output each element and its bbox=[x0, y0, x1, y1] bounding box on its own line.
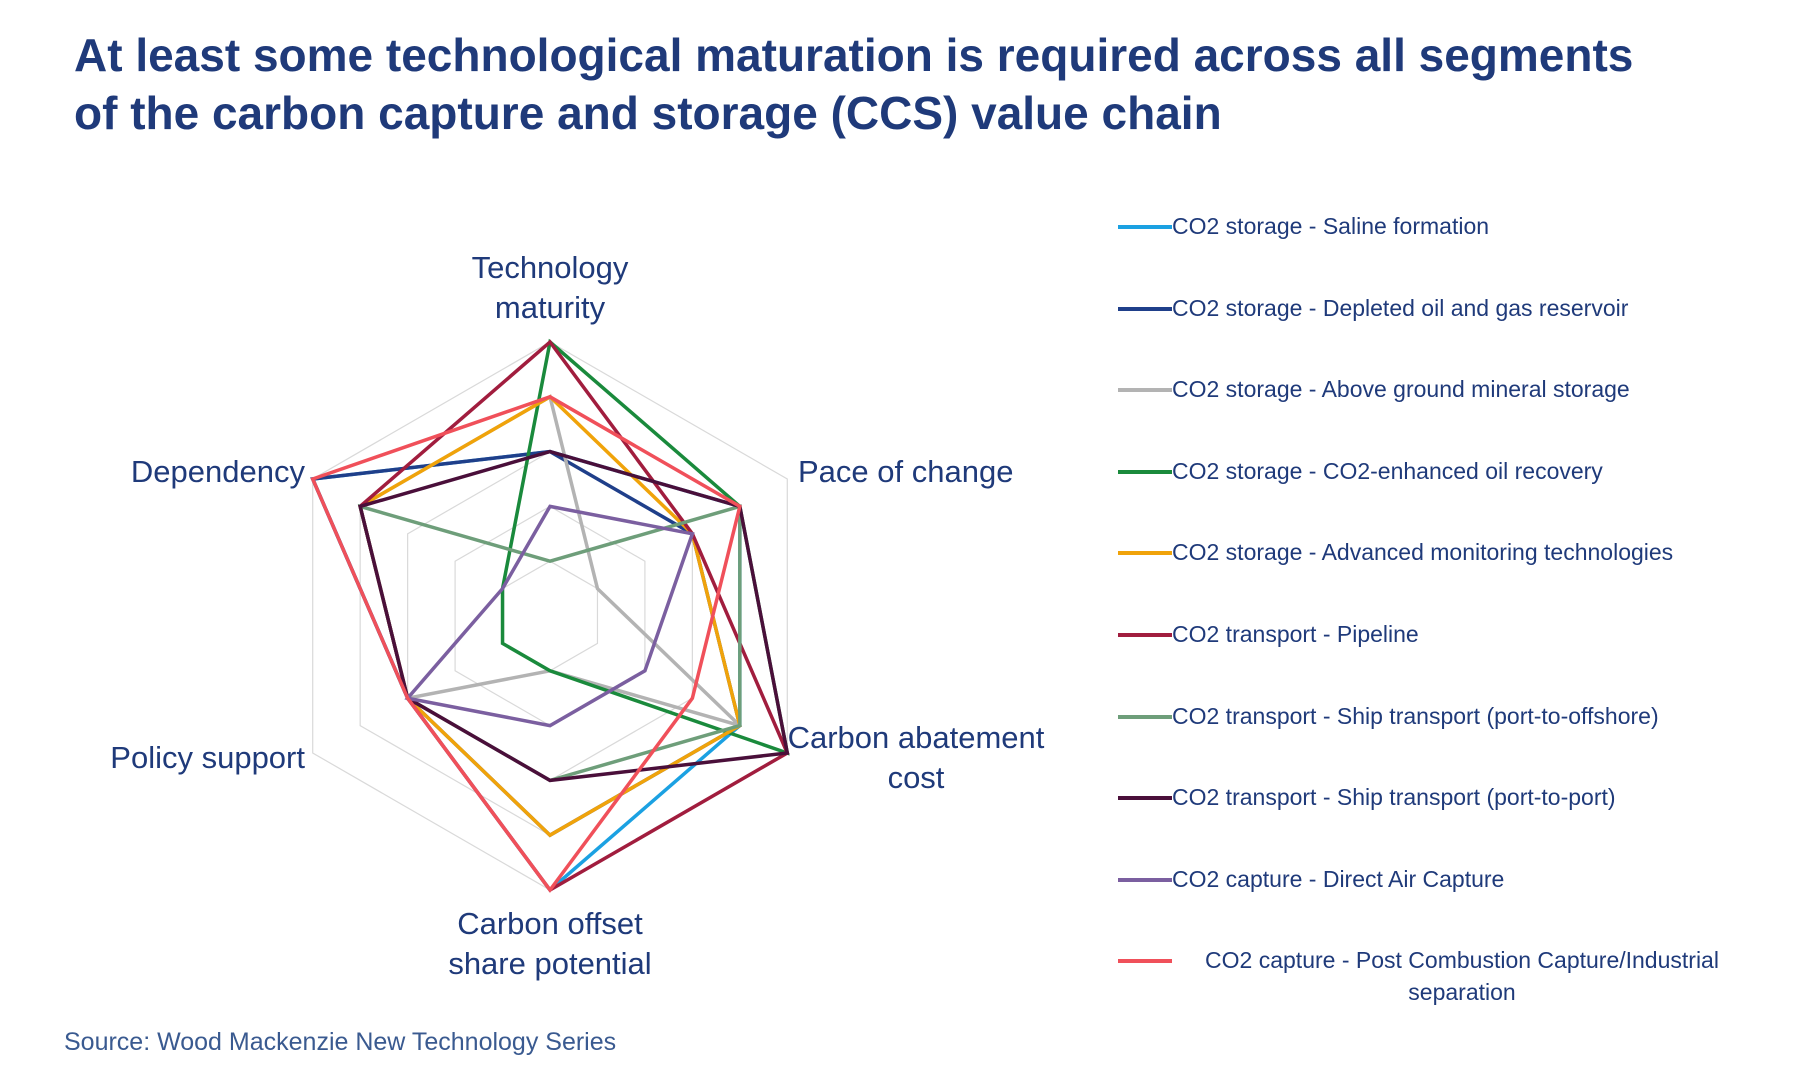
source-note: Source: Wood Mackenzie New Technology Se… bbox=[64, 1028, 617, 1056]
axis-label: Technology maturity bbox=[471, 250, 629, 325]
series-line bbox=[358, 394, 742, 838]
series-line bbox=[500, 338, 790, 756]
legend-swatch bbox=[1118, 632, 1172, 637]
axis-label: Dependency bbox=[130, 454, 305, 489]
legend-swatch bbox=[1118, 225, 1172, 229]
legend-swatch bbox=[1118, 714, 1172, 719]
grid-ring bbox=[501, 560, 599, 672]
axis-label: Pace of change bbox=[798, 454, 1014, 489]
legend-label: CO2 capture - Post Combustion Capture/In… bbox=[1205, 947, 1719, 1006]
legend-label: CO2 transport - Ship transport (port-to-… bbox=[1172, 784, 1616, 811]
chart-title: At least some technological maturation i… bbox=[74, 29, 1634, 139]
legend-swatch bbox=[1118, 877, 1172, 882]
legend-label: CO2 storage - Depleted oil and gas reser… bbox=[1172, 294, 1629, 321]
legend: CO2 storage - Saline formation CO2 storag… bbox=[1118, 210, 1758, 1026]
legend-item: CO2 capture - Direct Air Capture bbox=[1118, 863, 1758, 945]
grid-ring bbox=[312, 341, 788, 891]
legend-label: CO2 capture - Direct Air Capture bbox=[1172, 865, 1505, 892]
legend-swatch bbox=[1118, 796, 1172, 801]
legend-swatch bbox=[1118, 469, 1172, 474]
series-line bbox=[357, 503, 742, 783]
grid-ring bbox=[407, 450, 693, 782]
legend-item: CO2 storage - CO2-enhanced oil recovery bbox=[1118, 455, 1758, 537]
legend-label: CO2 transport - Pipeline bbox=[1172, 620, 1419, 647]
legend-label: CO2 storage - Above ground mineral stora… bbox=[1172, 376, 1630, 403]
axis-label: Policy support bbox=[110, 740, 305, 775]
legend-item: CO2 storage - Advanced monitoring techno… bbox=[1118, 536, 1758, 618]
series-line bbox=[358, 339, 790, 893]
axis-label: Carbon abatement cost bbox=[787, 720, 1045, 795]
legend-item: CO2 transport - Ship transport (port-to-… bbox=[1118, 700, 1758, 782]
legend-swatch bbox=[1118, 959, 1172, 964]
legend-item: CO2 storage - Saline formation bbox=[1118, 210, 1758, 292]
legend-swatch bbox=[1118, 306, 1172, 311]
legend-item: CO2 transport - Ship transport (port-to-… bbox=[1118, 781, 1758, 863]
legend-item: CO2 capture - Post Combustion Capture/In… bbox=[1118, 944, 1758, 1026]
legend-item: CO2 transport - Pipeline bbox=[1118, 618, 1758, 700]
legend-label: CO2 storage - CO2-enhanced oil recovery bbox=[1172, 457, 1603, 484]
series-line bbox=[310, 394, 742, 893]
legend-swatch bbox=[1118, 551, 1172, 556]
series-line bbox=[404, 504, 695, 728]
legend-item: CO2 storage - Above ground mineral stora… bbox=[1118, 373, 1758, 455]
legend-label: CO2 transport - Ship transport (port-to-… bbox=[1172, 702, 1659, 729]
legend-label: CO2 storage - Advanced monitoring techno… bbox=[1172, 539, 1674, 566]
legend-label: CO2 storage - Saline formation bbox=[1172, 213, 1490, 239]
axis-label: Carbon offset share potential bbox=[448, 906, 652, 981]
grid-ring bbox=[359, 396, 741, 836]
legend-swatch bbox=[1118, 388, 1172, 393]
legend-item: CO2 storage - Depleted oil and gas reser… bbox=[1118, 292, 1758, 374]
